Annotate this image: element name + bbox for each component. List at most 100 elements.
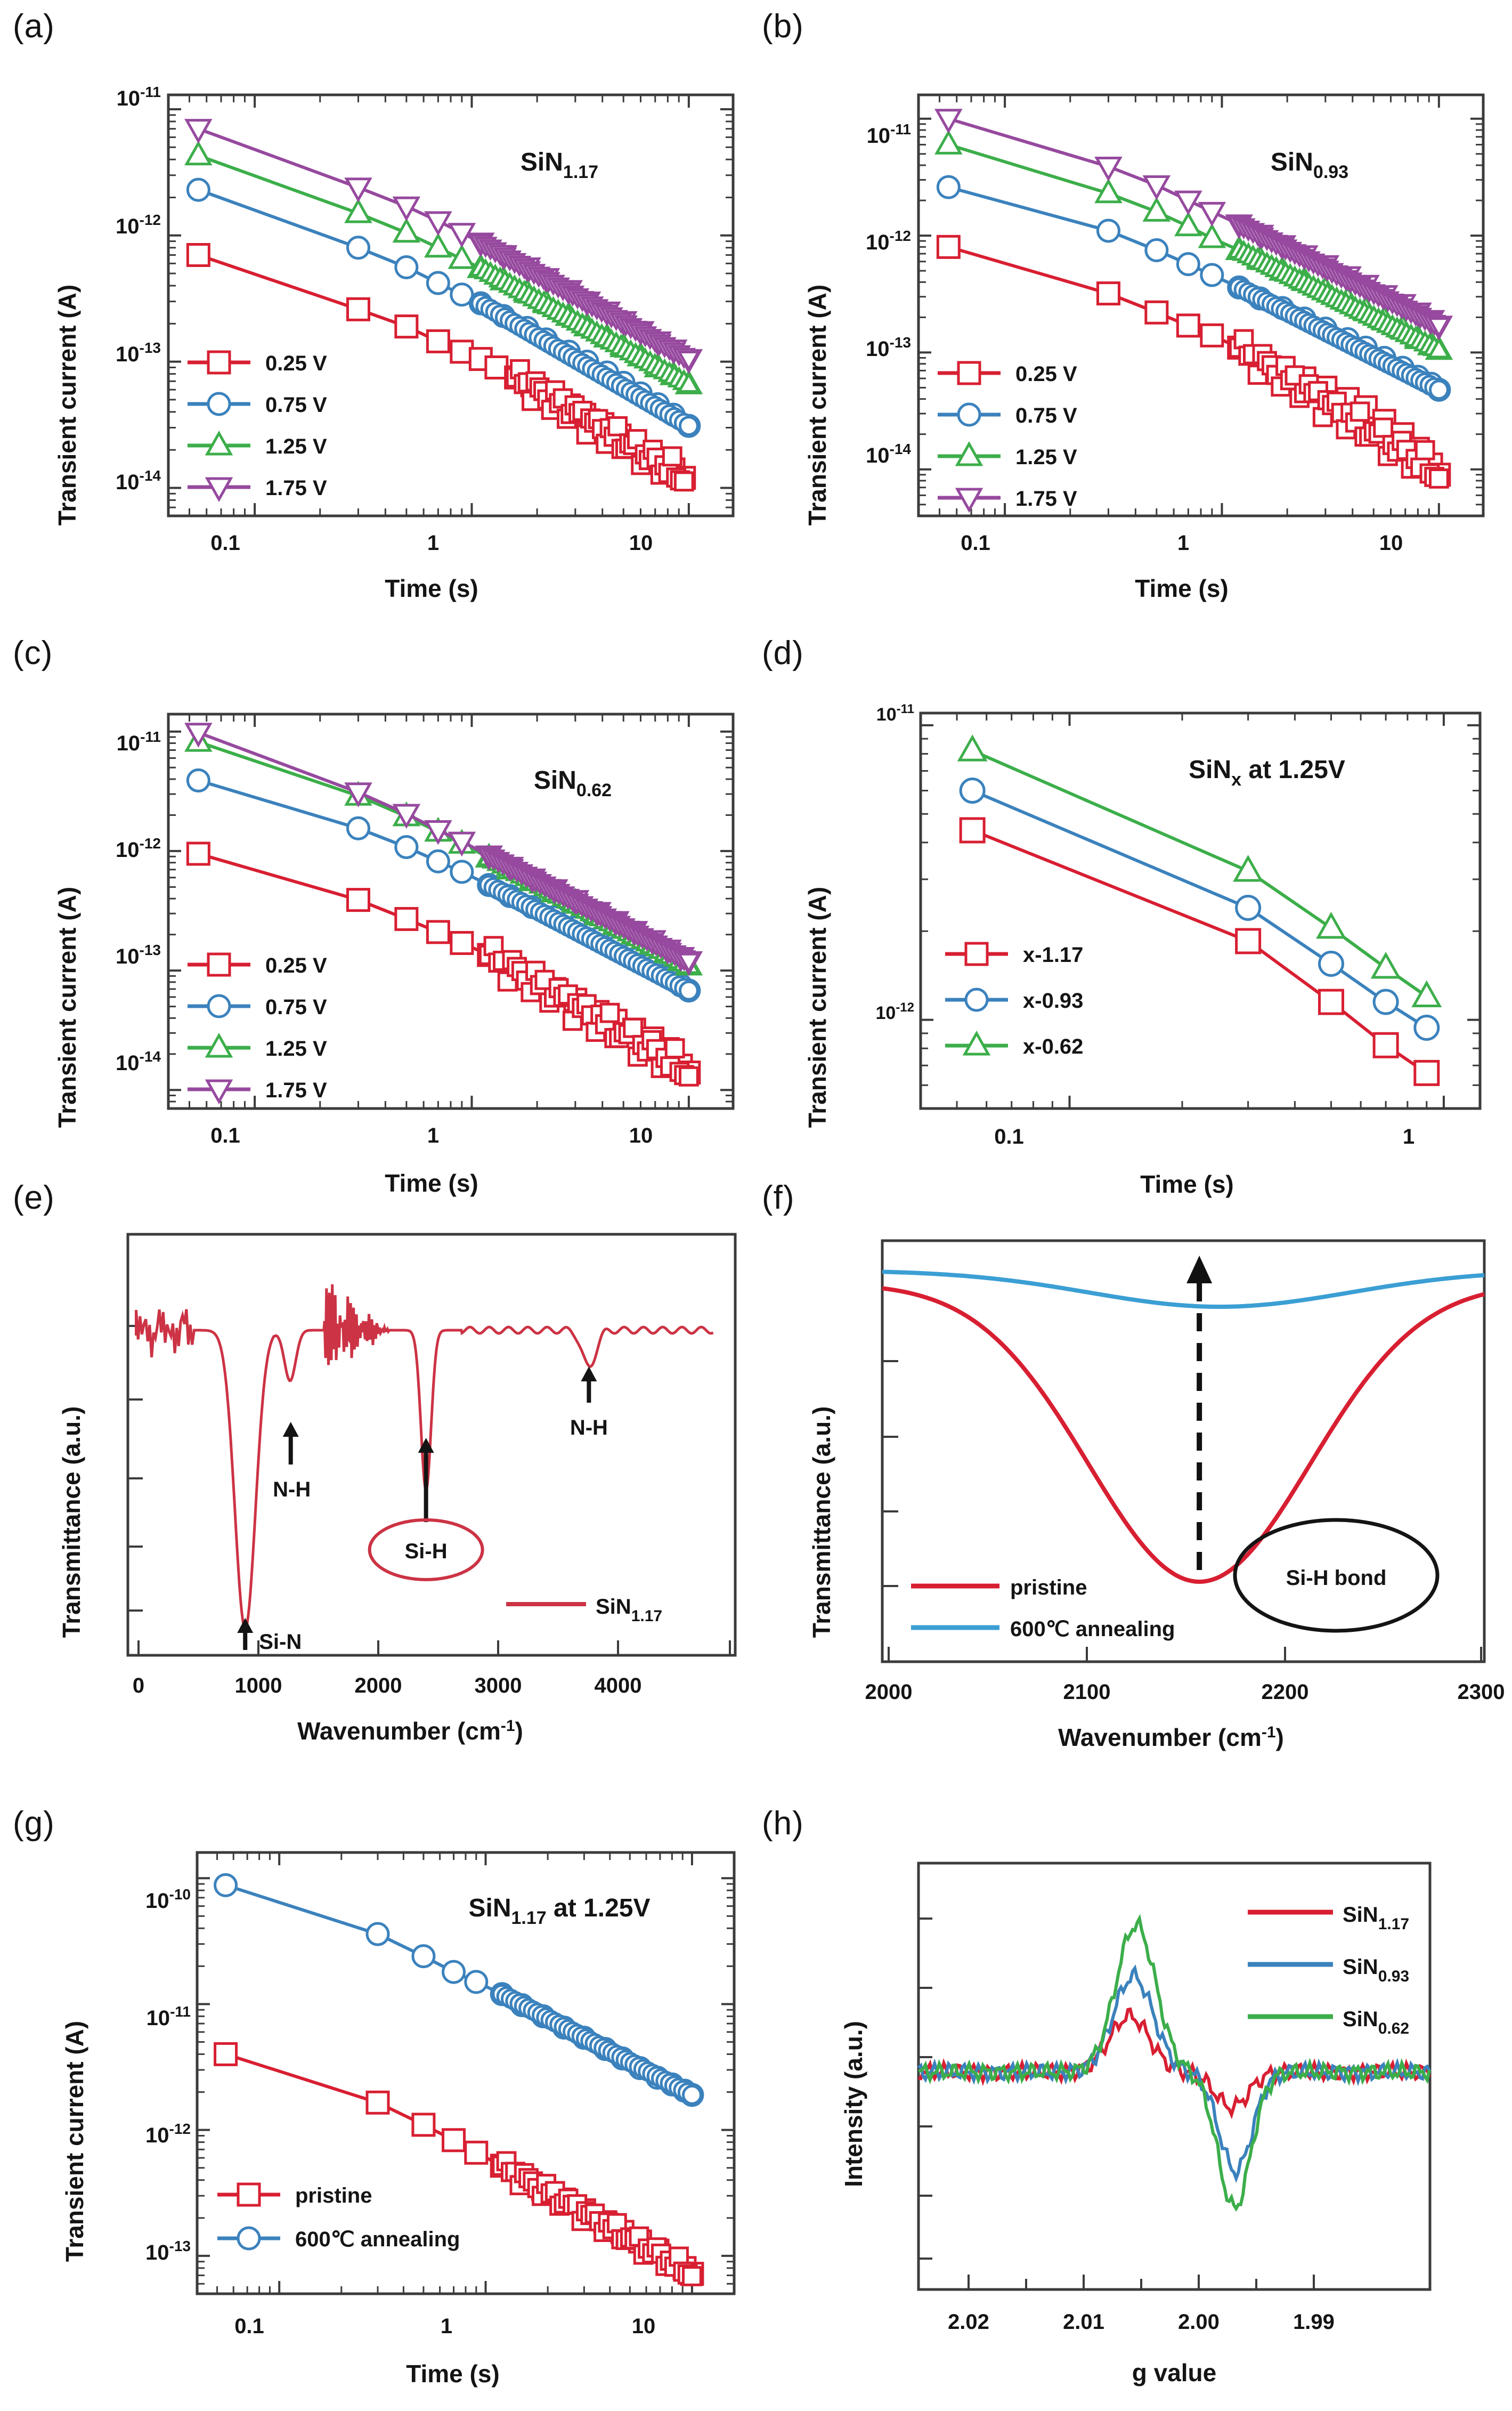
annotation-n-h-2: N-H (570, 1416, 608, 1439)
svg-text:1: 1 (1177, 531, 1189, 555)
data-point-marker (677, 371, 701, 393)
svg-text:4000: 4000 (595, 1674, 642, 1697)
svg-text:10-12: 10-12 (866, 228, 911, 254)
data-point-marker (186, 842, 210, 866)
legend-label: SiN0.93 (1343, 1955, 1409, 1985)
legend-label: x-1.17 (1023, 943, 1083, 967)
svg-text:2300: 2300 (1458, 1680, 1505, 1704)
data-point-marker (207, 952, 231, 977)
data-point-marker (934, 109, 963, 134)
series-1-75-v (184, 119, 703, 374)
y-ticks-f (882, 1360, 898, 1587)
plot-series-f: Si-H bond pristine 600℃ annealing (882, 1256, 1485, 1641)
data-point-marker (207, 350, 231, 375)
svg-text:10-13: 10-13 (116, 339, 161, 366)
x-tick-labels-g: 0.1 1 10 (234, 2315, 655, 2338)
data-point-marker (1142, 175, 1171, 200)
y-tick-labels-b: 10-11 10-12 10-13 10-14 (866, 121, 911, 467)
panel-label-f: (f) (762, 1179, 795, 1216)
data-point-marker (1096, 281, 1120, 306)
legend-label: 1.25 V (265, 1037, 327, 1061)
plot-series-d: x-1.17 x-0.93 x-0.62 (920, 713, 1480, 1110)
plot-frame-f (881, 1239, 1486, 1663)
data-point-marker (662, 446, 682, 467)
svg-text:10-11: 10-11 (147, 2003, 191, 2030)
panel-b: Transient current (A) 10-11 10-12 10-13 … (798, 64, 1507, 629)
plot-series-b: 0.25 V 0.75 V 1.25 V 1.75 V (917, 95, 1483, 517)
series-x-1-17 (959, 817, 1440, 1086)
svg-text:2000: 2000 (355, 1674, 402, 1697)
svg-text:10-13: 10-13 (866, 334, 911, 361)
svg-text:10-12: 10-12 (145, 2121, 191, 2147)
annotation-si-n: Si-N (259, 1630, 302, 1654)
x-axis-title: Time (s) (385, 575, 478, 602)
data-point-marker (392, 196, 421, 222)
data-point-marker (936, 175, 961, 199)
panel-g: Transient current (A) 10-10 10-11 10-12 … (48, 1838, 757, 2402)
series-1-75-v (934, 109, 1453, 341)
legend-label: 0.25 V (265, 954, 327, 977)
y-tick-labels-g: 10-10 10-11 10-12 10-13 (145, 1886, 191, 2264)
data-point-marker (1200, 323, 1224, 347)
panel-a: Transient current (A) 10-11 10-12 10-13 … (48, 64, 757, 629)
plot-series-e: Si-N N-H Si-H N-H SiN1.17 (135, 1284, 714, 1654)
panel-f: Transmittance (a.u.) Si-H bond pristine 60… (798, 1224, 1507, 1799)
svg-text:10-12: 10-12 (116, 212, 161, 238)
data-point-marker (214, 1873, 238, 1897)
panel-label-b: (b) (762, 8, 804, 45)
data-point-marker (1427, 317, 1451, 338)
data-point-marker (392, 217, 421, 243)
svg-text:1.99: 1.99 (1293, 2310, 1335, 2334)
data-point-marker (1318, 950, 1344, 977)
svg-text:10-13: 10-13 (116, 942, 161, 968)
svg-text:1: 1 (427, 1124, 439, 1147)
data-point-marker (1373, 417, 1394, 438)
legend-label: 1.75 V (1015, 487, 1077, 511)
data-point-marker (1235, 928, 1262, 954)
legend-label: x-0.62 (1023, 1035, 1083, 1058)
panel-title-g: SiN1.17 at 1.25V (469, 1894, 651, 1928)
data-point-marker (344, 177, 372, 203)
data-point-marker (959, 778, 986, 804)
svg-text:10: 10 (629, 531, 653, 555)
dashed-arrow-up-icon (1186, 1256, 1213, 1570)
data-point-marker (1415, 440, 1435, 460)
y-axis-title: Transient current (A) (53, 887, 81, 1128)
data-point-marker (214, 2042, 238, 2066)
legend-label: SiN0.62 (1343, 2008, 1409, 2037)
data-point-marker (450, 282, 474, 307)
data-point-marker (411, 1944, 436, 1969)
panel-title-b: SiN0.93 (1271, 148, 1348, 182)
data-point-marker (205, 430, 233, 456)
data-point-marker (184, 140, 213, 166)
data-point-marker (442, 1960, 466, 1984)
data-point-marker (394, 835, 419, 859)
x-tick-labels-b: 0.1 1 10 (961, 531, 1403, 555)
data-point-marker (411, 2113, 436, 2137)
y-axis-title: Transient current (A) (61, 2021, 88, 2262)
series-x-0-93 (959, 778, 1440, 1041)
svg-text:0.1: 0.1 (994, 1125, 1024, 1148)
data-point-marker (1427, 337, 1451, 359)
panel-title-c: SiN0.62 (534, 766, 612, 800)
data-point-marker (424, 232, 452, 258)
data-point-marker (957, 734, 988, 762)
svg-text:2.00: 2.00 (1178, 2310, 1220, 2334)
data-point-marker (237, 2182, 261, 2207)
data-point-marker (424, 211, 452, 236)
data-point-marker (464, 2140, 489, 2165)
y-axis-title: Transient current (A) (803, 285, 831, 525)
data-point-marker (682, 2266, 702, 2286)
data-point-marker (678, 980, 699, 1001)
chart-e: Transmittance (a.u.) Si-N N-H Si-H N-H SiN1.… (58, 1233, 737, 1745)
data-point-marker (678, 1066, 699, 1087)
plot-frame-e (126, 1233, 737, 1657)
data-point-marker (955, 441, 983, 466)
data-point-marker (964, 942, 989, 966)
x-axis-title: Time (s) (1135, 575, 1229, 602)
data-point-marker (426, 271, 450, 295)
data-point-marker (607, 416, 628, 436)
x-tick-labels-a: 0.1 1 10 (210, 531, 653, 555)
series-1-25-v (934, 130, 1453, 360)
svg-text:10-14: 10-14 (116, 1048, 161, 1075)
